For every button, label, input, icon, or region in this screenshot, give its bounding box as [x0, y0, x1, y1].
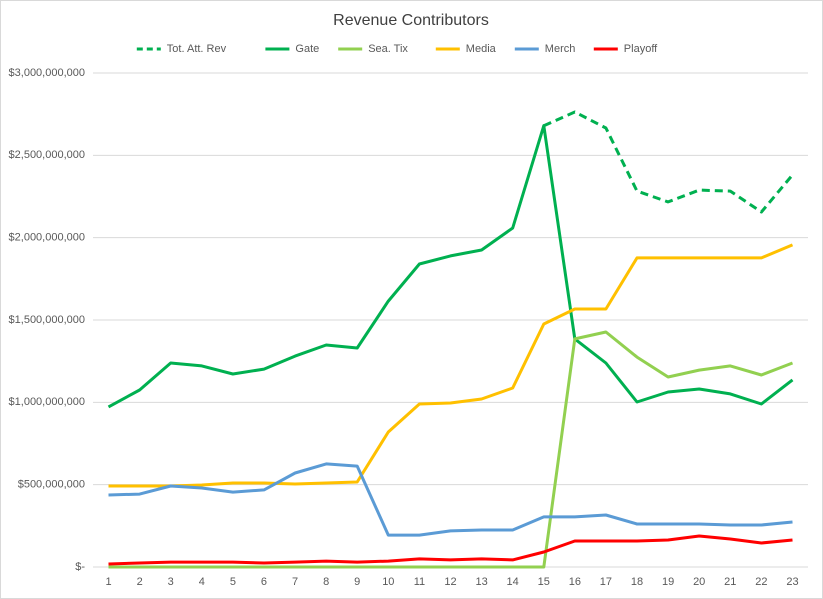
x-tick-label: 11: [414, 576, 425, 588]
legend-label: Playoff: [624, 43, 658, 55]
x-tick-label: 15: [538, 576, 550, 588]
y-tick-label: $1,500,000,000: [9, 314, 85, 326]
x-tick-label: 17: [600, 576, 612, 588]
series-line: [107, 124, 794, 409]
series-line: [108, 462, 793, 537]
y-tick-label: $500,000,000: [18, 479, 85, 491]
x-tick-label: 14: [507, 576, 519, 588]
x-tick-label: 4: [199, 576, 205, 588]
series-line: [543, 110, 794, 214]
y-tick-label: $-: [75, 561, 85, 573]
x-tick-label: 6: [261, 576, 267, 588]
series-line: [108, 534, 793, 566]
x-tick-label: 3: [168, 576, 174, 588]
x-tick-label: 13: [475, 576, 487, 588]
series-line: [108, 243, 794, 488]
y-tick-label: $1,000,000,000: [9, 396, 85, 408]
legend-label: Sea. Tix: [368, 43, 408, 55]
x-tick-label: 21: [724, 576, 736, 588]
x-tick-label: 1: [105, 576, 111, 588]
legend-label: Gate: [295, 43, 319, 55]
x-tick-label: 2: [137, 576, 143, 588]
chart-title: Revenue Contributors: [333, 12, 489, 29]
y-tick-label: $2,000,000,000: [9, 232, 85, 244]
series-line: [108, 330, 794, 569]
y-tick-label: $2,500,000,000: [9, 149, 85, 161]
x-tick-label: 22: [755, 576, 767, 588]
x-tick-label: 10: [382, 576, 394, 588]
x-tick-label: 23: [786, 576, 798, 588]
x-tick-label: 5: [230, 576, 236, 588]
legend-label: Merch: [545, 43, 576, 55]
x-tick-label: 19: [662, 576, 674, 588]
x-tick-label: 20: [693, 576, 705, 588]
y-tick-label: $3,000,000,000: [9, 67, 85, 79]
x-tick-label: 9: [354, 576, 360, 588]
x-tick-label: 12: [444, 576, 456, 588]
x-tick-label: 16: [569, 576, 581, 588]
x-tick-label: 7: [292, 576, 298, 588]
x-tick-label: 8: [323, 576, 329, 588]
legend-label: Tot. Att. Rev: [167, 43, 227, 55]
x-tick-label: 18: [631, 576, 643, 588]
legend-label: Media: [466, 43, 497, 55]
